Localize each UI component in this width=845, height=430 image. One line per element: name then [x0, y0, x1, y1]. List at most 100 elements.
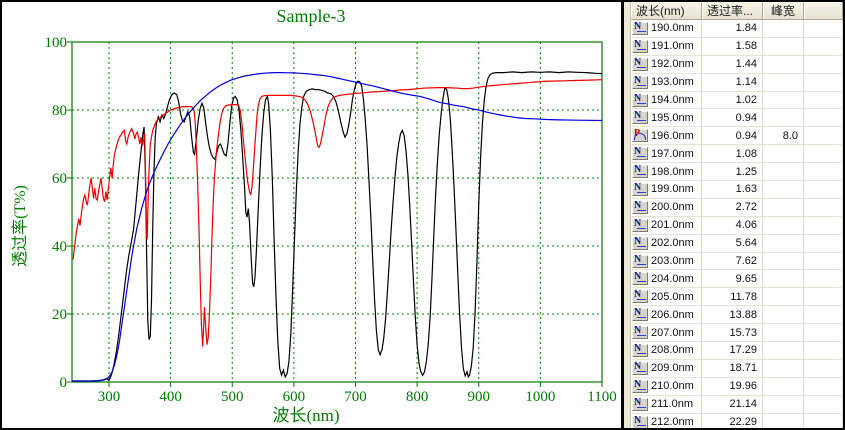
table-row[interactable]: N 190.0nm 1.84	[631, 20, 843, 38]
table-row[interactable]: N 210.0nm 19.96	[631, 377, 843, 396]
table-row[interactable]: N 202.0nm 5.64	[631, 234, 843, 253]
table-row[interactable]: N 198.0nm 1.25	[631, 163, 843, 182]
wavelength-value: 203.0nm	[651, 255, 694, 268]
wavelength-cell: N 201.0nm	[631, 216, 702, 235]
wavelength-cell: N 197.0nm	[631, 145, 702, 164]
transmittance-value: 1.84	[702, 20, 763, 38]
empty-cell	[804, 37, 843, 56]
valley-marker-icon[interactable]: N	[632, 289, 648, 304]
blue-reference-spectrum-curve	[72, 71, 603, 382]
transmittance-value: 7.62	[702, 252, 763, 271]
table-row[interactable]: N 199.0nm 1.63	[631, 181, 843, 199]
table-row[interactable]: P 196.0nm 0.94 8.0	[631, 127, 843, 146]
wavelength-value: 197.0nm	[651, 147, 694, 160]
empty-cell	[804, 91, 843, 110]
table-row[interactable]: N 206.0nm 13.88	[631, 306, 843, 325]
header-peak-width[interactable]: 峰宽	[763, 2, 804, 20]
transmittance-value: 17.29	[702, 342, 763, 360]
marker-curve-glyph	[637, 153, 646, 158]
x-tick-label: 300	[98, 389, 121, 405]
peak-width-value	[763, 359, 804, 378]
marker-curve-glyph	[637, 82, 646, 86]
valley-marker-icon[interactable]: N	[632, 415, 648, 428]
wavelength-cell: N 205.0nm	[631, 288, 702, 307]
marker-letter: N	[634, 289, 642, 301]
valley-marker-icon[interactable]: N	[632, 20, 648, 35]
transmittance-value: 1.08	[702, 145, 763, 164]
wavelength-cell: N 199.0nm	[631, 181, 702, 199]
valley-marker-icon[interactable]: N	[632, 182, 648, 196]
valley-marker-icon[interactable]: N	[632, 253, 648, 268]
table-row[interactable]: N 208.0nm 17.29	[631, 342, 843, 360]
marker-letter: N	[634, 342, 642, 354]
peak-width-value	[763, 73, 804, 92]
header-wavelength[interactable]: 波长(nm)	[631, 2, 702, 20]
valley-marker-icon[interactable]: N	[632, 397, 648, 411]
valley-marker-icon[interactable]: N	[632, 271, 648, 286]
valley-marker-icon[interactable]: N	[632, 236, 648, 250]
valley-marker-icon[interactable]: N	[632, 57, 648, 71]
marker-curve-glyph	[637, 243, 646, 247]
valley-marker-icon[interactable]: N	[632, 307, 648, 322]
marker-curve-glyph	[637, 261, 646, 265]
x-tick-label: 900	[467, 389, 490, 405]
peak-marker-icon[interactable]: P	[632, 128, 648, 143]
table-row[interactable]: N 194.0nm 1.02	[631, 91, 843, 110]
valley-marker-icon[interactable]: N	[632, 146, 648, 161]
valley-marker-icon[interactable]: N	[632, 92, 648, 107]
table-row[interactable]: N 212.0nm 22.29	[631, 413, 843, 428]
x-tick-label: 500	[221, 389, 244, 405]
marker-letter: N	[634, 20, 642, 32]
empty-cell	[804, 359, 843, 378]
table-row[interactable]: N 200.0nm 2.72	[631, 198, 843, 217]
y-tick-label: 20	[52, 307, 67, 323]
marker-curve-glyph	[637, 100, 646, 104]
table-row[interactable]: N 201.0nm 4.06	[631, 216, 843, 235]
valley-marker-icon[interactable]: N	[632, 110, 648, 125]
valley-marker-icon[interactable]: N	[632, 325, 648, 340]
transmittance-value: 1.02	[702, 91, 763, 110]
marker-curve-glyph	[637, 296, 646, 301]
peak-width-value	[763, 413, 804, 428]
table-row[interactable]: N 205.0nm 11.78	[631, 288, 843, 307]
valley-marker-icon[interactable]: N	[632, 218, 648, 232]
valley-marker-icon[interactable]: N	[632, 361, 648, 375]
peak-width-value	[763, 252, 804, 271]
transmittance-value: 1.44	[702, 55, 763, 74]
valley-marker-icon[interactable]: N	[632, 342, 648, 357]
wavelength-cell: N 193.0nm	[631, 73, 702, 92]
table-row[interactable]: N 209.0nm 18.71	[631, 359, 843, 378]
table-row[interactable]: N 211.0nm 21.14	[631, 395, 843, 414]
wavelength-cell: N 212.0nm	[631, 413, 702, 428]
valley-marker-icon[interactable]: N	[632, 164, 648, 179]
marker-curve-glyph	[637, 46, 646, 50]
table-row[interactable]: N 195.0nm 0.94	[631, 109, 843, 128]
header-transmittance[interactable]: 透过率...	[702, 2, 763, 20]
marker-letter: N	[634, 307, 642, 319]
transmittance-value: 1.58	[702, 37, 763, 56]
spectrum-plot: 300 400 500 600 700 800 900 1000 1100 0 20 40 60 80 10…	[45, 35, 617, 405]
marker-curve-glyph	[637, 278, 646, 283]
marker-letter: N	[634, 253, 642, 265]
wavelength-value: 199.0nm	[651, 183, 694, 196]
peak-width-value	[763, 216, 804, 235]
valley-marker-icon[interactable]: N	[632, 39, 648, 53]
table-row[interactable]: N 197.0nm 1.08	[631, 145, 843, 164]
table-row[interactable]: N 203.0nm 7.62	[631, 252, 843, 271]
table-row[interactable]: N 204.0nm 9.65	[631, 270, 843, 289]
marker-letter: N	[634, 92, 642, 104]
empty-cell	[804, 395, 843, 414]
valley-marker-icon[interactable]: N	[632, 75, 648, 89]
spectrum-chart-panel: Sample-3 300 400 500 600 700 800 900 1000 1100 0 2…	[2, 2, 621, 428]
table-row[interactable]: N 207.0nm 15.73	[631, 324, 843, 343]
transmittance-value: 9.65	[702, 270, 763, 289]
table-row[interactable]: N 193.0nm 1.14	[631, 73, 843, 92]
wavelength-value: 200.0nm	[651, 201, 694, 214]
wavelength-cell: N 209.0nm	[631, 359, 702, 378]
valley-marker-icon[interactable]: N	[632, 200, 648, 214]
valley-marker-icon[interactable]: N	[632, 379, 648, 393]
empty-cell	[804, 342, 843, 360]
table-row[interactable]: N 191.0nm 1.58	[631, 37, 843, 56]
table-row[interactable]: N 192.0nm 1.44	[631, 55, 843, 74]
